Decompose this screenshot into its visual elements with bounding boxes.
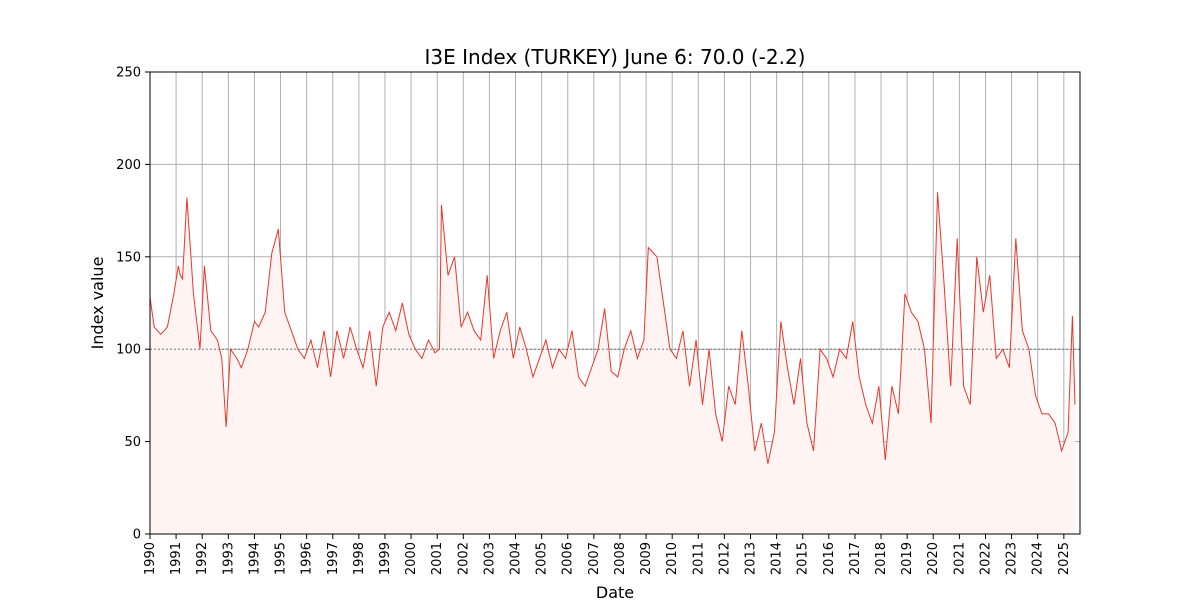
y-axis-ticks: 0 50 100 150 200 250 (116, 66, 150, 543)
chart-title: I3E Index (TURKEY) June 6: 70.0 (-2.2) (425, 45, 806, 69)
x-tick-label: 2001 (430, 542, 445, 575)
x-tick-label: 2006 (561, 542, 576, 575)
x-axis-label: Date (596, 583, 634, 600)
x-tick-label: 1990 (143, 542, 158, 575)
x-tick-label: 2025 (1057, 542, 1072, 575)
x-tick-label: 1993 (221, 542, 236, 575)
x-tick-label: 2022 (978, 542, 993, 575)
y-tick-label: 0 (133, 528, 141, 543)
x-tick-label: 2012 (717, 542, 732, 575)
x-tick-label: 2019 (900, 542, 915, 575)
x-tick-label: 2016 (822, 542, 837, 575)
x-tick-label: 2010 (665, 542, 680, 575)
x-tick-label: 2014 (770, 542, 785, 575)
y-tick-label: 100 (116, 343, 141, 358)
x-tick-label: 1994 (247, 542, 262, 575)
series-line (149, 192, 1076, 464)
x-tick-label: 1997 (326, 542, 341, 575)
y-tick-label: 50 (124, 435, 141, 450)
x-tick-label: 2018 (874, 542, 889, 575)
y-tick-label: 250 (116, 66, 141, 81)
plot-frame (149, 71, 1081, 535)
x-tick-label: 2023 (1005, 542, 1020, 575)
series-fill-area (150, 192, 1075, 534)
x-tick-label: 2015 (796, 542, 811, 575)
x-tick-label: 1992 (195, 542, 210, 575)
x-tick-label: 2021 (952, 542, 967, 575)
x-tick-label: 1991 (169, 542, 184, 575)
x-tick-label: 2017 (848, 542, 863, 575)
x-tick-label: 1996 (300, 542, 315, 575)
x-tick-label: 2000 (404, 542, 419, 575)
x-tick-label: 1999 (378, 542, 393, 575)
x-tick-label: 2013 (744, 542, 759, 575)
x-tick-label: 1995 (274, 542, 289, 575)
x-tick-label: 2007 (587, 542, 602, 575)
x-tick-label: 2008 (613, 542, 628, 575)
x-tick-label: 2020 (926, 542, 941, 575)
x-tick-label: 2005 (535, 542, 550, 575)
x-tick-label: 2003 (482, 542, 497, 575)
y-tick-label: 200 (116, 158, 141, 173)
x-tick-label: 2004 (508, 542, 523, 575)
x-tick-label: 2011 (691, 542, 706, 575)
x-tick-label: 1998 (352, 542, 367, 575)
y-tick-label: 150 (116, 250, 141, 265)
x-axis-ticks: 1990 1991 1992 1993 1994 1995 1996 1997 1998 1999… (143, 534, 1072, 575)
y-axis-label: Index value (88, 257, 107, 350)
x-tick-label: 2002 (456, 542, 471, 575)
x-tick-label: 2009 (639, 542, 654, 575)
x-tick-label: 2024 (1031, 542, 1046, 575)
